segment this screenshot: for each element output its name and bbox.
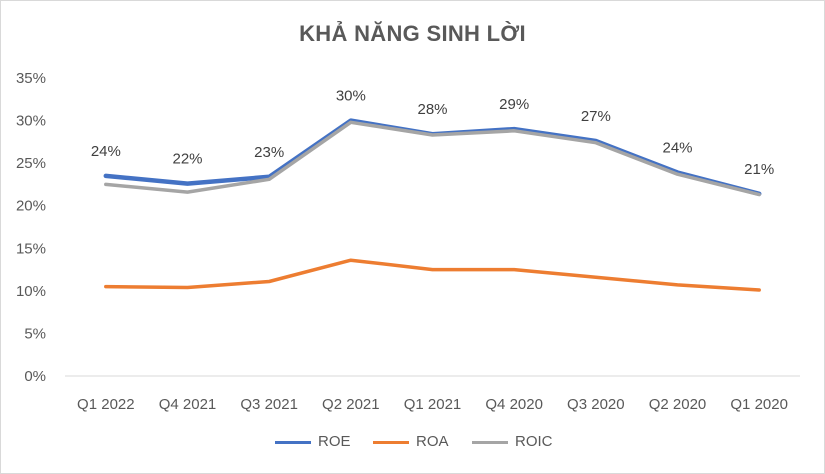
- data-label: 21%: [744, 161, 774, 178]
- x-tick-label: Q3 2021: [240, 396, 298, 413]
- data-label: 22%: [172, 151, 202, 168]
- x-tick-label: Q2 2021: [322, 396, 380, 413]
- data-label: 28%: [417, 101, 447, 118]
- legend-label: ROIC: [515, 433, 553, 450]
- data-label: 30%: [336, 88, 366, 105]
- y-tick-label: 20%: [16, 198, 46, 215]
- legend-label: ROA: [416, 433, 449, 450]
- chart-title: KHẢ NĂNG SINH LỜI: [299, 21, 526, 46]
- y-tick-label: 0%: [24, 368, 46, 385]
- legend-swatch: [373, 441, 409, 444]
- y-tick-label: 5%: [24, 325, 46, 342]
- legend-label: ROE: [318, 433, 351, 450]
- data-label: 24%: [662, 140, 692, 157]
- legend-item-roa: ROA: [373, 432, 457, 452]
- chart-legend: ROE ROA ROIC: [0, 432, 825, 452]
- series-line-roa: [104, 258, 761, 292]
- x-tick-label: Q4 2021: [159, 396, 217, 413]
- legend-item-roic: ROIC: [472, 432, 556, 452]
- y-tick-label: 25%: [16, 155, 46, 172]
- x-tick-label: Q1 2020: [730, 396, 788, 413]
- x-tick-label: Q4 2020: [485, 396, 543, 413]
- y-tick-label: 15%: [16, 240, 46, 257]
- data-label: 23%: [254, 144, 284, 161]
- series-line-roe: [103, 118, 762, 197]
- y-tick-label: 35%: [16, 70, 46, 87]
- data-label: 24%: [91, 143, 121, 160]
- y-tick-label: 10%: [16, 283, 46, 300]
- x-tick-label: Q1 2022: [77, 396, 135, 413]
- legend-swatch: [472, 441, 508, 444]
- x-tick-label: Q3 2020: [567, 396, 625, 413]
- legend-item-roe: ROE: [275, 432, 359, 452]
- series-line-roic: [104, 120, 761, 197]
- legend-swatch: [275, 441, 311, 444]
- y-tick-label: 30%: [16, 113, 46, 130]
- x-tick-label: Q1 2021: [404, 396, 462, 413]
- data-label: 27%: [581, 108, 611, 125]
- x-tick-label: Q2 2020: [649, 396, 707, 413]
- data-label: 29%: [499, 96, 529, 113]
